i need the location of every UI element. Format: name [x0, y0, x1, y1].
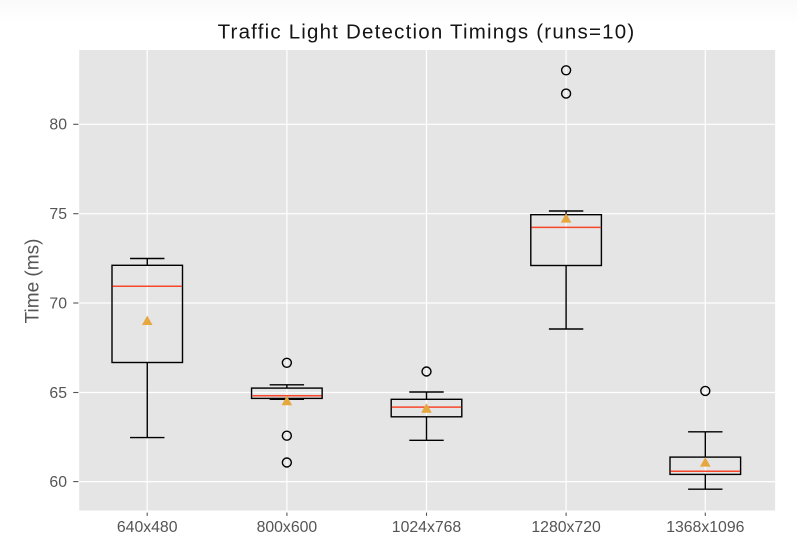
svg-text:1368x1096: 1368x1096	[666, 519, 744, 536]
svg-text:Time (ms): Time (ms)	[22, 239, 43, 324]
svg-text:1280x720: 1280x720	[531, 519, 601, 536]
svg-text:1024x768: 1024x768	[392, 519, 462, 536]
svg-text:800x600: 800x600	[257, 519, 318, 536]
svg-text:80: 80	[49, 117, 67, 134]
svg-text:75: 75	[49, 206, 67, 223]
svg-text:640x480: 640x480	[117, 519, 178, 536]
svg-text:65: 65	[49, 385, 67, 402]
svg-text:60: 60	[49, 474, 67, 491]
svg-text:70: 70	[49, 295, 67, 312]
svg-text:Traffic Light Detection Timing: Traffic Light Detection Timings (runs=10…	[218, 20, 636, 43]
